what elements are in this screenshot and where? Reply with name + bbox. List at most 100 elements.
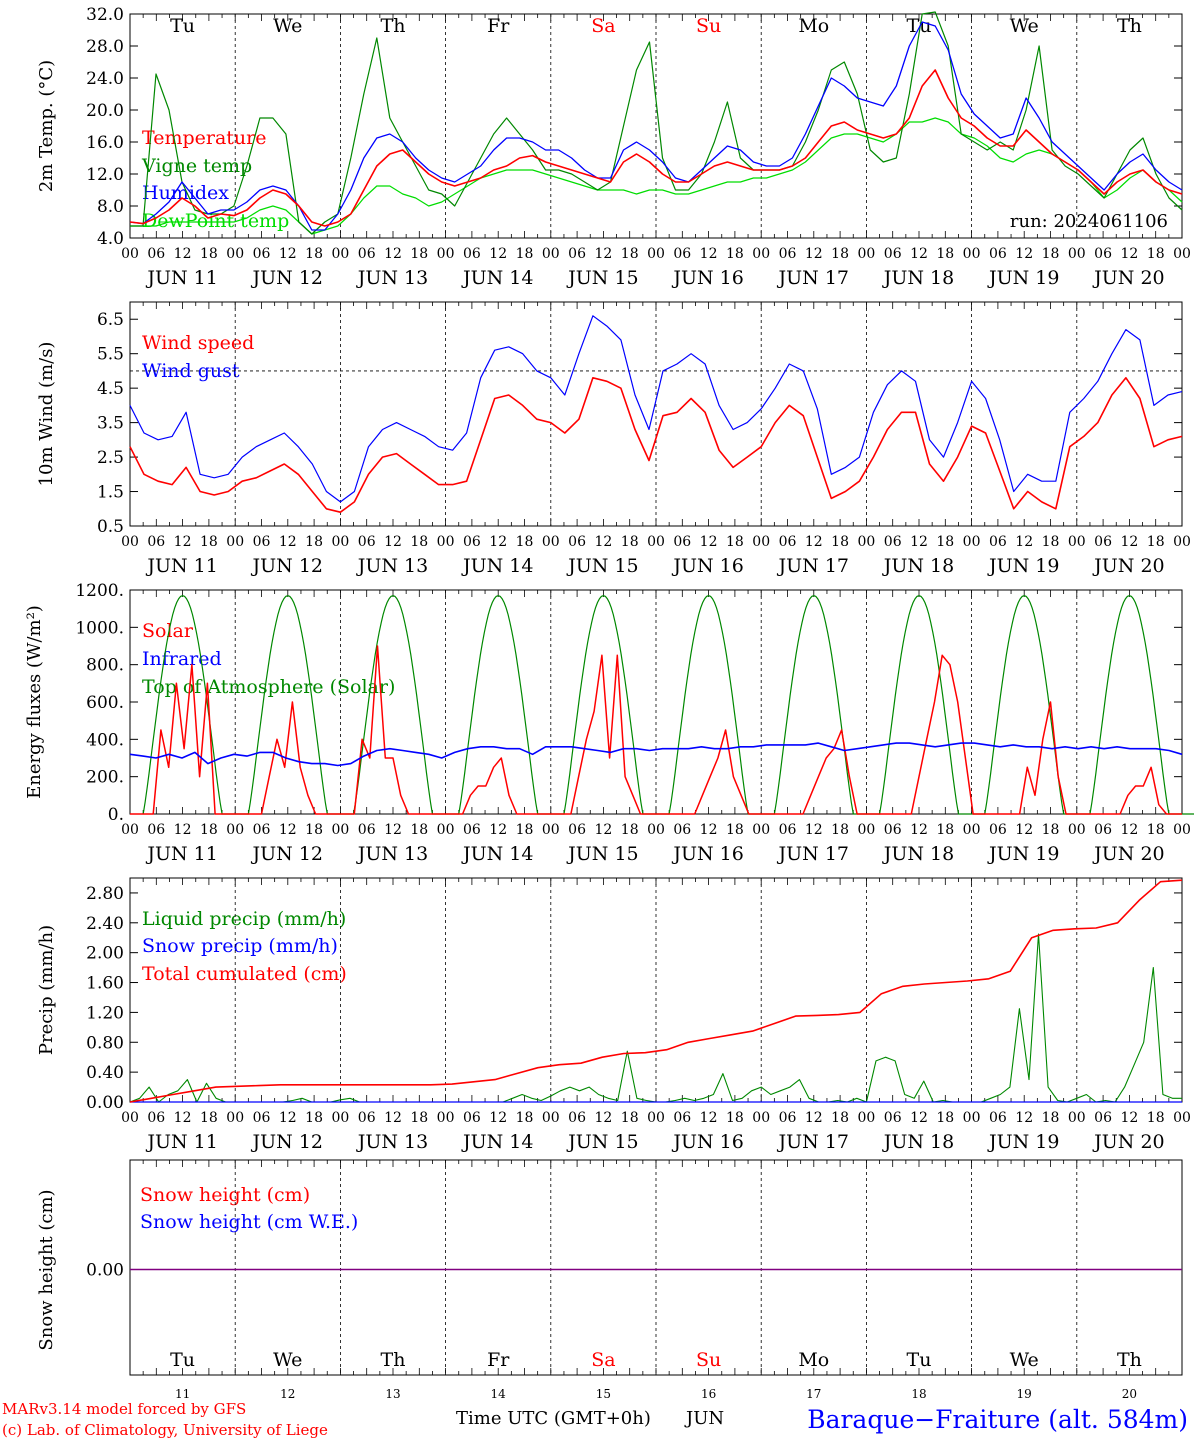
hour-tick-label: 12 <box>1015 534 1033 550</box>
y-tick-label: 28.0 <box>86 37 124 57</box>
y-tick-label: 1.5 <box>97 483 124 503</box>
weekday-label: Tu <box>907 1349 932 1371</box>
hour-tick-label: 00 <box>857 1110 875 1126</box>
hour-tick-label: 06 <box>989 534 1007 550</box>
hour-tick-label: 18 <box>621 822 639 838</box>
solar-line <box>130 645 1182 815</box>
hour-tick-label: 18 <box>516 822 534 838</box>
wind-gust-line <box>129 315 1183 503</box>
y-tick-label: 0.5 <box>97 517 124 537</box>
hour-tick-label: 18 <box>1042 1110 1060 1126</box>
legend-snow-height-we: Snow height (cm W.E.) <box>140 1211 358 1233</box>
y-tick-label: 8.0 <box>97 197 124 217</box>
hour-tick-label: 18 <box>200 1110 218 1126</box>
hour-tick-label: 06 <box>673 246 691 262</box>
day-number-label: 20 <box>1122 1387 1137 1401</box>
hour-tick-label: 06 <box>568 246 586 262</box>
date-label: JUN 18 <box>882 1131 954 1153</box>
model-credit: MARv3.14 model forced by GFS <box>2 1400 246 1418</box>
hour-tick-label: 00 <box>331 822 349 838</box>
hour-tick-label: 18 <box>305 822 323 838</box>
y-tick-label: 6.5 <box>97 310 124 330</box>
date-label: JUN 12 <box>251 555 323 577</box>
hour-tick-label: 18 <box>936 822 954 838</box>
legend-wind-speed: Wind speed <box>142 332 254 354</box>
day-number-label: 16 <box>701 1387 716 1401</box>
hour-tick-label: 18 <box>831 246 849 262</box>
hour-tick-label: 06 <box>884 1110 902 1126</box>
month-label: JUN <box>684 1408 724 1429</box>
hour-tick-label: 06 <box>253 246 271 262</box>
hour-tick-label: 06 <box>358 1110 376 1126</box>
y-tick-label: 12.0 <box>86 165 124 185</box>
hour-tick-label: 06 <box>884 534 902 550</box>
day-number-label: 14 <box>491 1387 507 1401</box>
hour-tick-label: 00 <box>542 534 560 550</box>
date-label: JUN 20 <box>1092 555 1164 577</box>
hour-tick-label: 12 <box>594 822 612 838</box>
hour-tick-label: 18 <box>410 534 428 550</box>
hour-tick-label: 18 <box>1042 534 1060 550</box>
y-tick-label: 0.00 <box>86 1093 124 1113</box>
hour-tick-label: 12 <box>174 1110 192 1126</box>
hour-tick-label: 00 <box>1173 822 1191 838</box>
date-label: JUN 18 <box>882 267 954 289</box>
date-label: JUN 19 <box>987 267 1059 289</box>
date-label: JUN 13 <box>356 555 428 577</box>
date-label: JUN 17 <box>777 843 849 865</box>
legend-snow-precip: Snow precip (mm/h) <box>142 935 338 957</box>
date-label: JUN 15 <box>566 1131 638 1153</box>
hour-tick-label: 06 <box>779 246 797 262</box>
total-cumulated-line <box>129 879 1183 1103</box>
hour-tick-label: 06 <box>358 246 376 262</box>
hour-tick-label: 06 <box>1094 534 1112 550</box>
hour-tick-label: 06 <box>989 246 1007 262</box>
hour-tick-label: 18 <box>936 534 954 550</box>
hour-tick-label: 00 <box>437 822 455 838</box>
hour-tick-label: 12 <box>174 822 192 838</box>
legend-toa-solar: Top of Atmosphere (Solar) <box>142 676 395 698</box>
weekday-label: Fr <box>487 15 510 37</box>
y-tick-label: 3.5 <box>97 414 124 434</box>
legend-vigne-temp: Vigne temp <box>141 155 252 177</box>
hour-tick-label: 18 <box>1147 534 1165 550</box>
hour-tick-label: 00 <box>121 822 139 838</box>
hour-tick-label: 12 <box>805 822 823 838</box>
hour-tick-label: 12 <box>594 1110 612 1126</box>
weekday-label: Mo <box>798 1349 829 1371</box>
date-label: JUN 13 <box>356 1131 428 1153</box>
hour-tick-label: 00 <box>647 1110 665 1126</box>
date-label: JUN 11 <box>145 555 217 577</box>
hour-tick-label: 18 <box>726 246 744 262</box>
hour-tick-label: 12 <box>1015 246 1033 262</box>
weekday-label: Th <box>1117 15 1142 37</box>
date-label: JUN 13 <box>356 843 428 865</box>
hour-tick-label: 18 <box>726 822 744 838</box>
hour-tick-label: 00 <box>1068 246 1086 262</box>
date-label: JUN 12 <box>251 1131 323 1153</box>
hour-tick-label: 00 <box>121 246 139 262</box>
hour-tick-label: 12 <box>279 534 297 550</box>
day-number-label: 15 <box>596 1387 611 1401</box>
y-tick-label: 1200. <box>75 581 124 601</box>
hour-tick-label: 06 <box>253 1110 271 1126</box>
run-annotation: run: 2024061106 <box>1010 211 1168 232</box>
legend-dewpoint-temp: DewPoint temp <box>142 210 289 232</box>
hour-tick-label: 06 <box>1094 822 1112 838</box>
legend-humidex: Humidex <box>142 182 229 204</box>
infrared-line <box>129 742 1183 767</box>
y-tick-label: 600. <box>86 693 124 713</box>
hour-tick-label: 12 <box>279 246 297 262</box>
hour-tick-label: 12 <box>700 534 718 550</box>
hour-tick-label: 18 <box>936 246 954 262</box>
hour-tick-label: 00 <box>121 534 139 550</box>
weekday-label: Tu <box>170 1349 195 1371</box>
date-label: JUN 17 <box>777 1131 849 1153</box>
hour-tick-label: 12 <box>700 246 718 262</box>
hour-tick-label: 12 <box>384 1110 402 1126</box>
hour-tick-label: 18 <box>1147 1110 1165 1126</box>
time-axis-label: Time UTC (GMT+0h) <box>456 1408 651 1429</box>
y-tick-label: 2.5 <box>97 448 124 468</box>
copyright-credit: (c) Lab. of Climatology, University of L… <box>2 1421 328 1439</box>
